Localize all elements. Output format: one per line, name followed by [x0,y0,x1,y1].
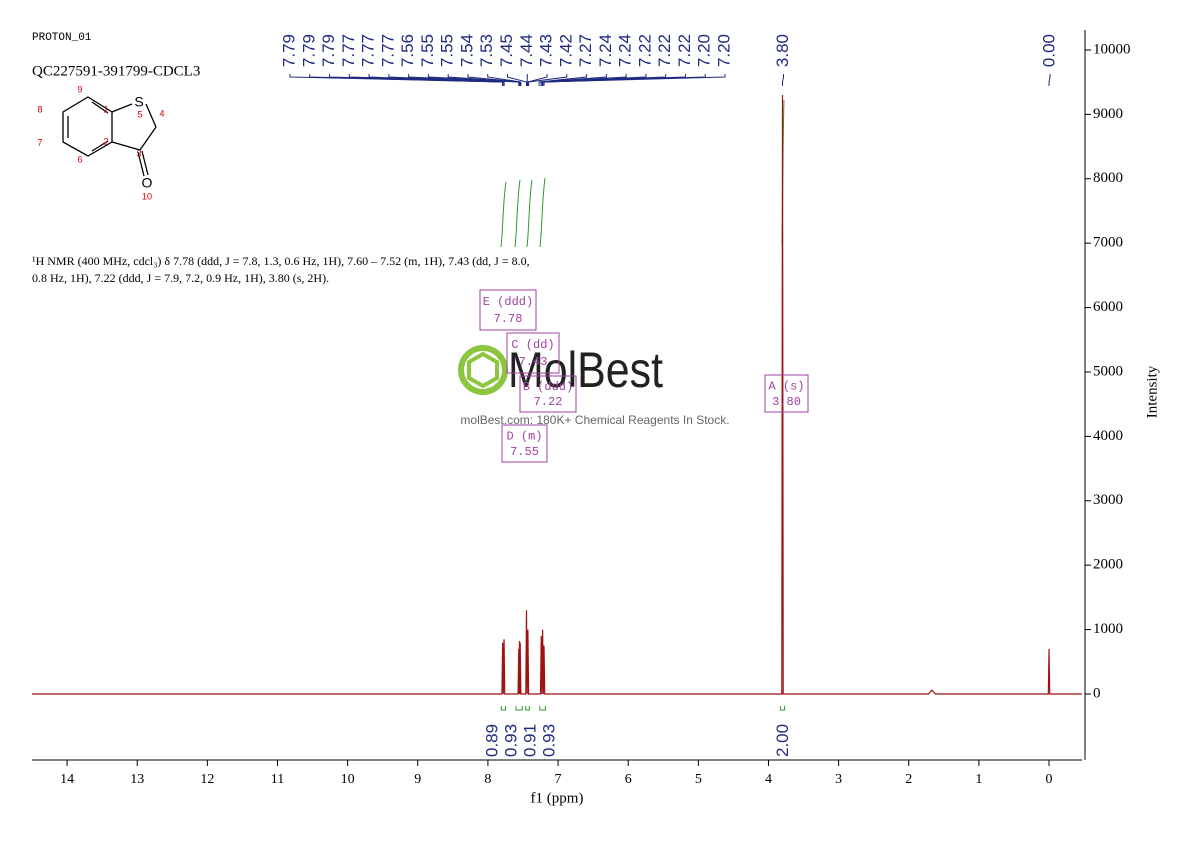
peak-label: 0.00 [1040,34,1059,67]
multiplet-shift: 7.43 [519,355,548,369]
peak-label: 7.56 [398,34,417,67]
integral-label: 0.93 [501,724,520,757]
x-tick-label: 2 [905,772,912,787]
peak-label: 7.43 [537,34,556,67]
x-axis-label: f1 (ppm) [531,790,584,806]
atom-label: 1 [103,104,108,114]
x-tick-label: 8 [484,772,491,787]
y-tick-label: 2000 [1093,557,1123,573]
integral-label: 0.93 [539,724,558,757]
y-tick-label: 1000 [1093,621,1123,637]
integral-label: 0.89 [482,724,501,757]
peak-label: 7.77 [359,34,378,67]
x-tick-label: 13 [130,772,144,787]
atom-label: 10 [142,191,152,201]
integral-label: 2.00 [773,724,792,757]
y-tick-label: 10000 [1093,41,1131,57]
y-tick-label: 9000 [1093,106,1123,122]
x-tick-label: 11 [271,772,284,787]
description-line: ¹H NMR (400 MHz, cdcl₃) δ 7.78 (ddd, J =… [32,254,530,268]
y-tick-label: 8000 [1093,170,1123,186]
peak-label: 7.55 [438,34,457,67]
peak-label: 7.22 [675,34,694,67]
x-tick-label: 12 [200,772,214,787]
peak-label: 7.55 [418,34,437,67]
peak-label: 7.54 [457,34,476,67]
description-line: 0.8 Hz, 1H), 7.22 (ddd, J = 7.9, 7.2, 0.… [32,271,329,285]
multiplet-name: B (ddd) [523,380,573,394]
x-tick-label: 1 [975,772,982,787]
x-tick-label: 7 [555,772,562,787]
atom-label: S [134,94,143,110]
x-tick-label: 6 [625,772,632,787]
run-name: PROTON_01 [32,32,92,44]
peak-label: 7.44 [517,34,536,67]
peak-label: 7.79 [299,34,318,67]
watermark-tagline: molBest.com: 180K+ Chemical Reagents In … [460,413,729,427]
y-tick-label: 3000 [1093,492,1123,508]
x-tick-label: 3 [835,772,842,787]
atom-label: 4 [159,108,164,118]
atom-label: O [142,175,153,191]
peak-label: 7.77 [339,34,358,67]
y-tick-label: 5000 [1093,363,1123,379]
atom-label: 7 [37,137,42,147]
peak-label: 7.79 [319,34,338,67]
peak-label: 7.77 [378,34,397,67]
peak-label: 7.45 [497,34,516,67]
multiplet-name: C (dd) [511,338,554,352]
peak-label: 7.20 [695,34,714,67]
multiplet-shift: 7.55 [510,445,539,459]
peak-label: 7.27 [576,34,595,67]
atom-label: 2 [103,136,108,146]
y-tick-label: 7000 [1093,235,1123,251]
sample-name: QC227591-391799-CDCL3 [32,63,200,79]
peak-label: 7.22 [635,34,654,67]
atom-label: 9 [77,84,82,94]
multiplet-shift: 7.22 [534,395,563,409]
x-tick-label: 10 [341,772,355,787]
x-tick-label: 5 [695,772,702,787]
peak-label: 7.20 [714,34,733,67]
multiplet-name: A (s) [768,379,804,393]
integral-label: 0.91 [520,724,539,757]
peak-label: 7.53 [477,34,496,67]
multiplet-shift: 3.80 [772,395,801,409]
y-axis-label: Intensity [1144,365,1160,418]
x-tick-label: 0 [1046,772,1053,787]
y-tick-label: 0 [1093,685,1101,701]
peak-label: 3.80 [773,34,792,67]
x-tick-label: 14 [60,772,74,787]
multiplet-name: D (m) [506,429,542,443]
peak-label: 7.79 [279,34,298,67]
atom-label: 3 [136,148,141,158]
atom-label: 6 [77,154,82,164]
multiplet-name: E (ddd) [483,295,533,309]
y-tick-label: 6000 [1093,299,1123,315]
atom-label: 5 [137,109,142,119]
y-tick-label: 4000 [1093,428,1123,444]
peak-label: 7.24 [596,34,615,67]
peak-label: 7.24 [616,34,635,67]
atom-label: 8 [37,104,42,114]
multiplet-shift: 7.78 [494,312,523,326]
x-tick-label: 9 [414,772,421,787]
peak-label: 7.42 [556,34,575,67]
peak-label: 7.22 [655,34,674,67]
x-tick-label: 4 [765,772,772,787]
